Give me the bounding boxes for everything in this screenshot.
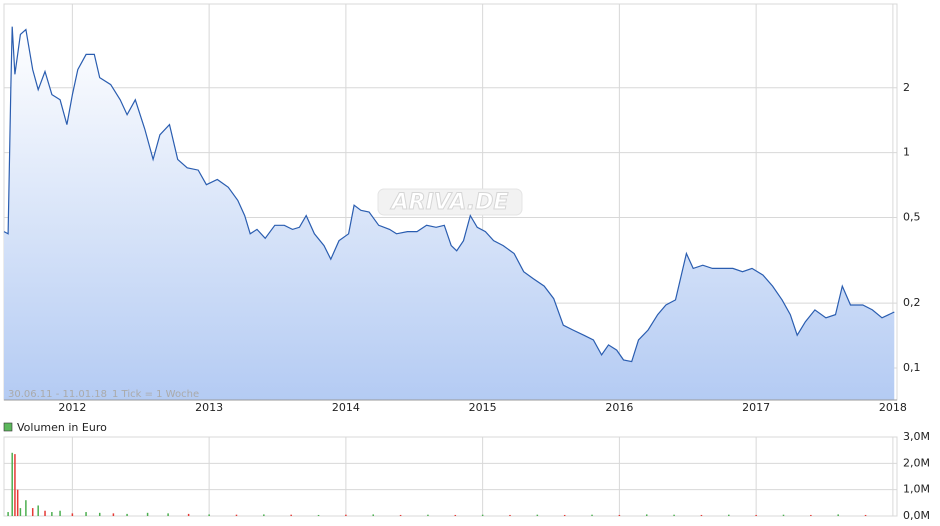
volume-bar bbox=[59, 510, 61, 516]
volume-bar bbox=[536, 514, 539, 516]
volume-bar bbox=[782, 514, 785, 516]
y-tick-label: 3,0M bbox=[903, 430, 930, 443]
y-tick-label: 2 bbox=[903, 81, 910, 94]
volume-bar bbox=[864, 514, 867, 516]
price-line bbox=[3, 26, 895, 363]
volume-bar bbox=[509, 514, 511, 516]
volume-bar bbox=[19, 508, 22, 516]
volume-bar bbox=[7, 512, 9, 516]
volume-bar bbox=[31, 508, 34, 516]
y-tick-label: 0,0M bbox=[903, 509, 930, 522]
tick-note: 1 Tick = 1 Woche bbox=[112, 389, 199, 400]
volume-bar bbox=[235, 514, 238, 516]
volume-bar bbox=[167, 513, 169, 516]
volume-bar bbox=[755, 514, 757, 516]
watermark-box bbox=[377, 188, 523, 216]
volume-bar bbox=[399, 514, 402, 516]
x-tick-label: 2014 bbox=[332, 401, 360, 414]
volume-bar bbox=[51, 512, 53, 516]
volume-bar bbox=[14, 454, 16, 516]
volume-bar bbox=[37, 505, 39, 516]
volume-bar bbox=[16, 489, 19, 516]
volume-bar bbox=[810, 514, 812, 516]
y-tick-label: 2,0M bbox=[903, 456, 930, 469]
volume-bar bbox=[728, 514, 730, 516]
volume-bar bbox=[427, 514, 429, 516]
watermark: ARIVA.DE bbox=[390, 190, 509, 215]
y-tick-label: 1 bbox=[903, 146, 910, 159]
volume-bar bbox=[85, 512, 87, 516]
y-tick-label: 0,2 bbox=[903, 296, 921, 309]
volume-bar bbox=[618, 514, 621, 516]
x-tick-label: 2013 bbox=[195, 401, 223, 414]
volume-bar bbox=[591, 514, 593, 516]
volume-bar bbox=[208, 514, 210, 516]
x-tick-label: 2012 bbox=[58, 401, 86, 414]
volume-bar bbox=[837, 514, 839, 516]
area-fill bbox=[4, 26, 895, 400]
x-tick-label: 2016 bbox=[605, 401, 633, 414]
legend-swatch bbox=[3, 422, 13, 432]
y-tick-label: 0,5 bbox=[903, 210, 921, 223]
volume-bar bbox=[673, 514, 675, 516]
volume-bar bbox=[11, 452, 13, 516]
x-tick-label: 2018 bbox=[879, 401, 907, 414]
y-tick-label: 0,1 bbox=[903, 361, 921, 374]
volume-bar bbox=[25, 500, 27, 516]
volume-bar bbox=[71, 513, 74, 516]
volume-bar bbox=[317, 514, 320, 516]
x-tick-label: 2015 bbox=[469, 401, 497, 414]
volume-bar bbox=[454, 514, 457, 516]
volume-bar bbox=[146, 512, 149, 516]
volume-bar bbox=[44, 510, 46, 516]
volume-bar bbox=[126, 513, 128, 516]
y-tick-label: 1,0M bbox=[903, 483, 930, 496]
plot-frame bbox=[3, 436, 898, 517]
volume-bar bbox=[645, 514, 648, 516]
date-range: 30.06.11 - 11.01.18 bbox=[8, 389, 107, 400]
volume-bar bbox=[112, 513, 115, 516]
volume-bar bbox=[187, 513, 190, 516]
volume-bar bbox=[263, 514, 265, 516]
volume-bar bbox=[481, 514, 484, 516]
volume-bar bbox=[345, 514, 347, 516]
legend-label: Volumen in Euro bbox=[17, 421, 107, 434]
volume-bar bbox=[372, 514, 374, 516]
volume-bar bbox=[563, 514, 566, 516]
volume-bar bbox=[98, 512, 101, 516]
x-tick-label: 2017 bbox=[742, 401, 770, 414]
volume-bar bbox=[700, 514, 703, 516]
volume-bar bbox=[290, 514, 292, 516]
